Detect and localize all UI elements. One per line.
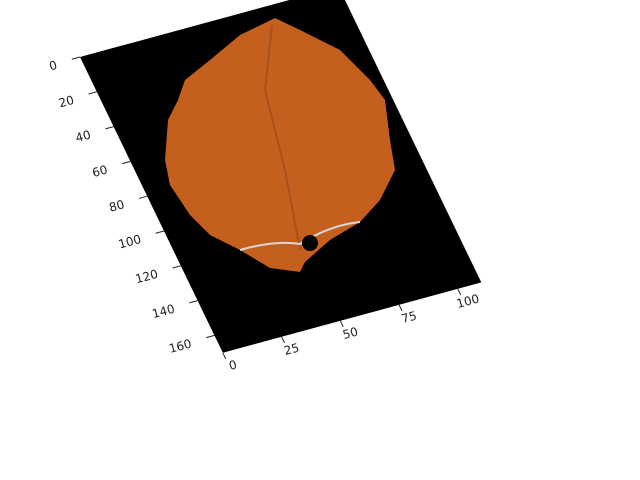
y-tick-label: 60 <box>91 162 109 179</box>
x-tick <box>222 352 227 360</box>
y-tick-label: 100 <box>117 232 143 251</box>
x-tick-label: 50 <box>341 325 359 342</box>
y-tick-label: 140 <box>151 302 177 321</box>
leaf-shape <box>165 18 395 272</box>
y-tick <box>105 126 114 130</box>
y-tick <box>88 91 97 95</box>
x-tick <box>281 336 285 344</box>
y-tick-label: 40 <box>74 128 92 145</box>
y-tick <box>138 195 148 199</box>
leaf-edge <box>239 221 361 251</box>
y-tick-label: 120 <box>134 267 160 286</box>
y-tick-label: 80 <box>108 197 126 214</box>
y-tick-label: 0 <box>48 58 59 74</box>
x-tick-label: 100 <box>455 292 481 311</box>
leaf-stem <box>302 235 318 251</box>
x-tick-label: 25 <box>282 341 300 358</box>
y-tick <box>155 230 165 234</box>
y-tick <box>172 265 181 269</box>
y-tick <box>189 300 198 304</box>
y-tick-label: 20 <box>57 93 75 110</box>
x-tick-label: 75 <box>400 309 418 326</box>
x-tick-label: 0 <box>227 358 238 374</box>
x-tick <box>457 288 462 296</box>
leaf-vein <box>263 24 301 251</box>
leaf-image <box>165 18 395 272</box>
y-tick <box>71 56 81 60</box>
x-tick <box>339 320 344 328</box>
y-tick-label: 160 <box>167 336 193 355</box>
x-tick <box>398 304 403 312</box>
y-tick <box>122 160 131 165</box>
y-tick <box>206 334 215 339</box>
